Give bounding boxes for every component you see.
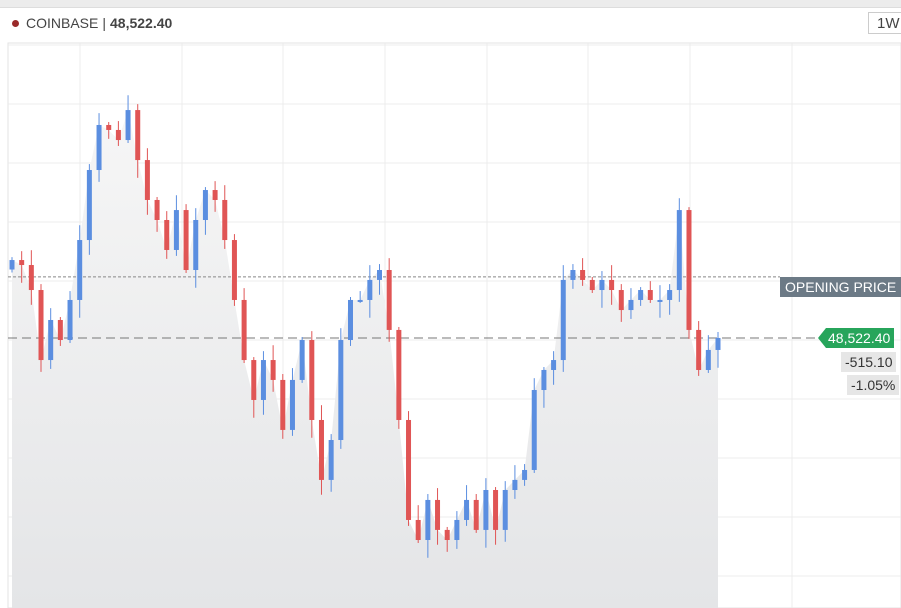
exchange-name: COINBASE bbox=[26, 15, 99, 31]
candle-up bbox=[425, 499, 431, 540]
candle-down bbox=[444, 529, 450, 540]
chart-header: COINBASE | 48,522.40 bbox=[12, 15, 172, 31]
candle-down bbox=[231, 240, 237, 300]
candle-up bbox=[193, 220, 199, 270]
candle-up bbox=[328, 440, 334, 480]
candle-up bbox=[570, 269, 576, 280]
percent-change-label: -1.05% bbox=[847, 375, 900, 395]
candle-up bbox=[202, 190, 208, 221]
candle-up bbox=[289, 379, 295, 430]
candle-down bbox=[280, 379, 286, 430]
candle-down bbox=[106, 124, 112, 130]
candle-down bbox=[19, 260, 25, 266]
candle-up bbox=[48, 319, 54, 361]
candle-up bbox=[657, 299, 663, 302]
candle-down bbox=[28, 265, 34, 291]
candle-up bbox=[667, 290, 673, 300]
separator: | bbox=[102, 15, 106, 31]
price-change-label: -515.10 bbox=[841, 352, 897, 372]
candle-down bbox=[396, 329, 402, 420]
candle-down bbox=[696, 329, 702, 370]
candle-down bbox=[647, 290, 653, 300]
candle-up bbox=[338, 340, 344, 441]
plot-area bbox=[7, 42, 901, 608]
timeframe-button[interactable]: 1W bbox=[868, 12, 901, 34]
candle-down bbox=[589, 279, 595, 291]
candle-down bbox=[135, 110, 141, 161]
candle-up bbox=[551, 360, 557, 370]
candle-down bbox=[241, 299, 247, 361]
candle-down bbox=[473, 499, 479, 530]
candle-down bbox=[318, 419, 324, 480]
candle-down bbox=[154, 199, 160, 221]
candle-down bbox=[580, 269, 586, 280]
candle-down bbox=[164, 220, 170, 250]
candle-down bbox=[618, 290, 624, 311]
candle-up bbox=[638, 290, 644, 300]
candle-up bbox=[715, 337, 721, 350]
candle-up bbox=[560, 279, 566, 361]
candle-down bbox=[222, 199, 228, 241]
candle-up bbox=[357, 299, 363, 302]
candle-up bbox=[377, 269, 383, 280]
candle-down bbox=[115, 129, 121, 141]
price-area bbox=[12, 110, 718, 608]
candle-up bbox=[9, 260, 15, 270]
candle-down bbox=[251, 360, 257, 400]
candle-up bbox=[599, 279, 605, 291]
candle-down bbox=[609, 279, 615, 291]
candle-up bbox=[367, 279, 373, 300]
candle-up bbox=[299, 340, 305, 380]
candle-down bbox=[406, 419, 412, 520]
symbol-dot-icon bbox=[12, 19, 19, 27]
candle-down bbox=[686, 210, 692, 330]
candle-down bbox=[144, 160, 150, 200]
candle-up bbox=[464, 499, 470, 520]
candle-down bbox=[386, 269, 392, 330]
candle-down bbox=[38, 290, 44, 361]
candle-up bbox=[173, 210, 179, 250]
candle-up bbox=[522, 469, 528, 480]
candle-down bbox=[212, 190, 218, 200]
top-strip bbox=[0, 0, 901, 8]
opening-price-label: OPENING PRICE bbox=[780, 277, 901, 297]
candle-down bbox=[435, 499, 441, 530]
candle-up bbox=[531, 390, 537, 470]
candle-up bbox=[628, 299, 634, 311]
candle-up bbox=[125, 110, 131, 141]
candle-up bbox=[676, 210, 682, 291]
candle-down bbox=[415, 519, 421, 540]
candle-up bbox=[705, 349, 711, 370]
candle-down bbox=[309, 340, 315, 420]
candle-up bbox=[502, 490, 508, 530]
candle-down bbox=[493, 490, 499, 530]
candle-up bbox=[96, 124, 102, 171]
candle-down bbox=[183, 210, 189, 270]
candle-up bbox=[454, 519, 460, 540]
candle-down bbox=[57, 319, 63, 341]
candle-up bbox=[483, 490, 489, 530]
candle-up bbox=[86, 170, 92, 241]
candle-down bbox=[270, 360, 276, 380]
candle-up bbox=[260, 360, 266, 400]
candle-up bbox=[347, 299, 353, 341]
candle-up bbox=[77, 240, 83, 300]
candle-up bbox=[67, 299, 73, 341]
header-last-price: 48,522.40 bbox=[110, 15, 173, 31]
candle-up bbox=[541, 369, 547, 391]
candle-up bbox=[512, 479, 518, 491]
last-price-label: 48,522.40 bbox=[817, 328, 895, 348]
